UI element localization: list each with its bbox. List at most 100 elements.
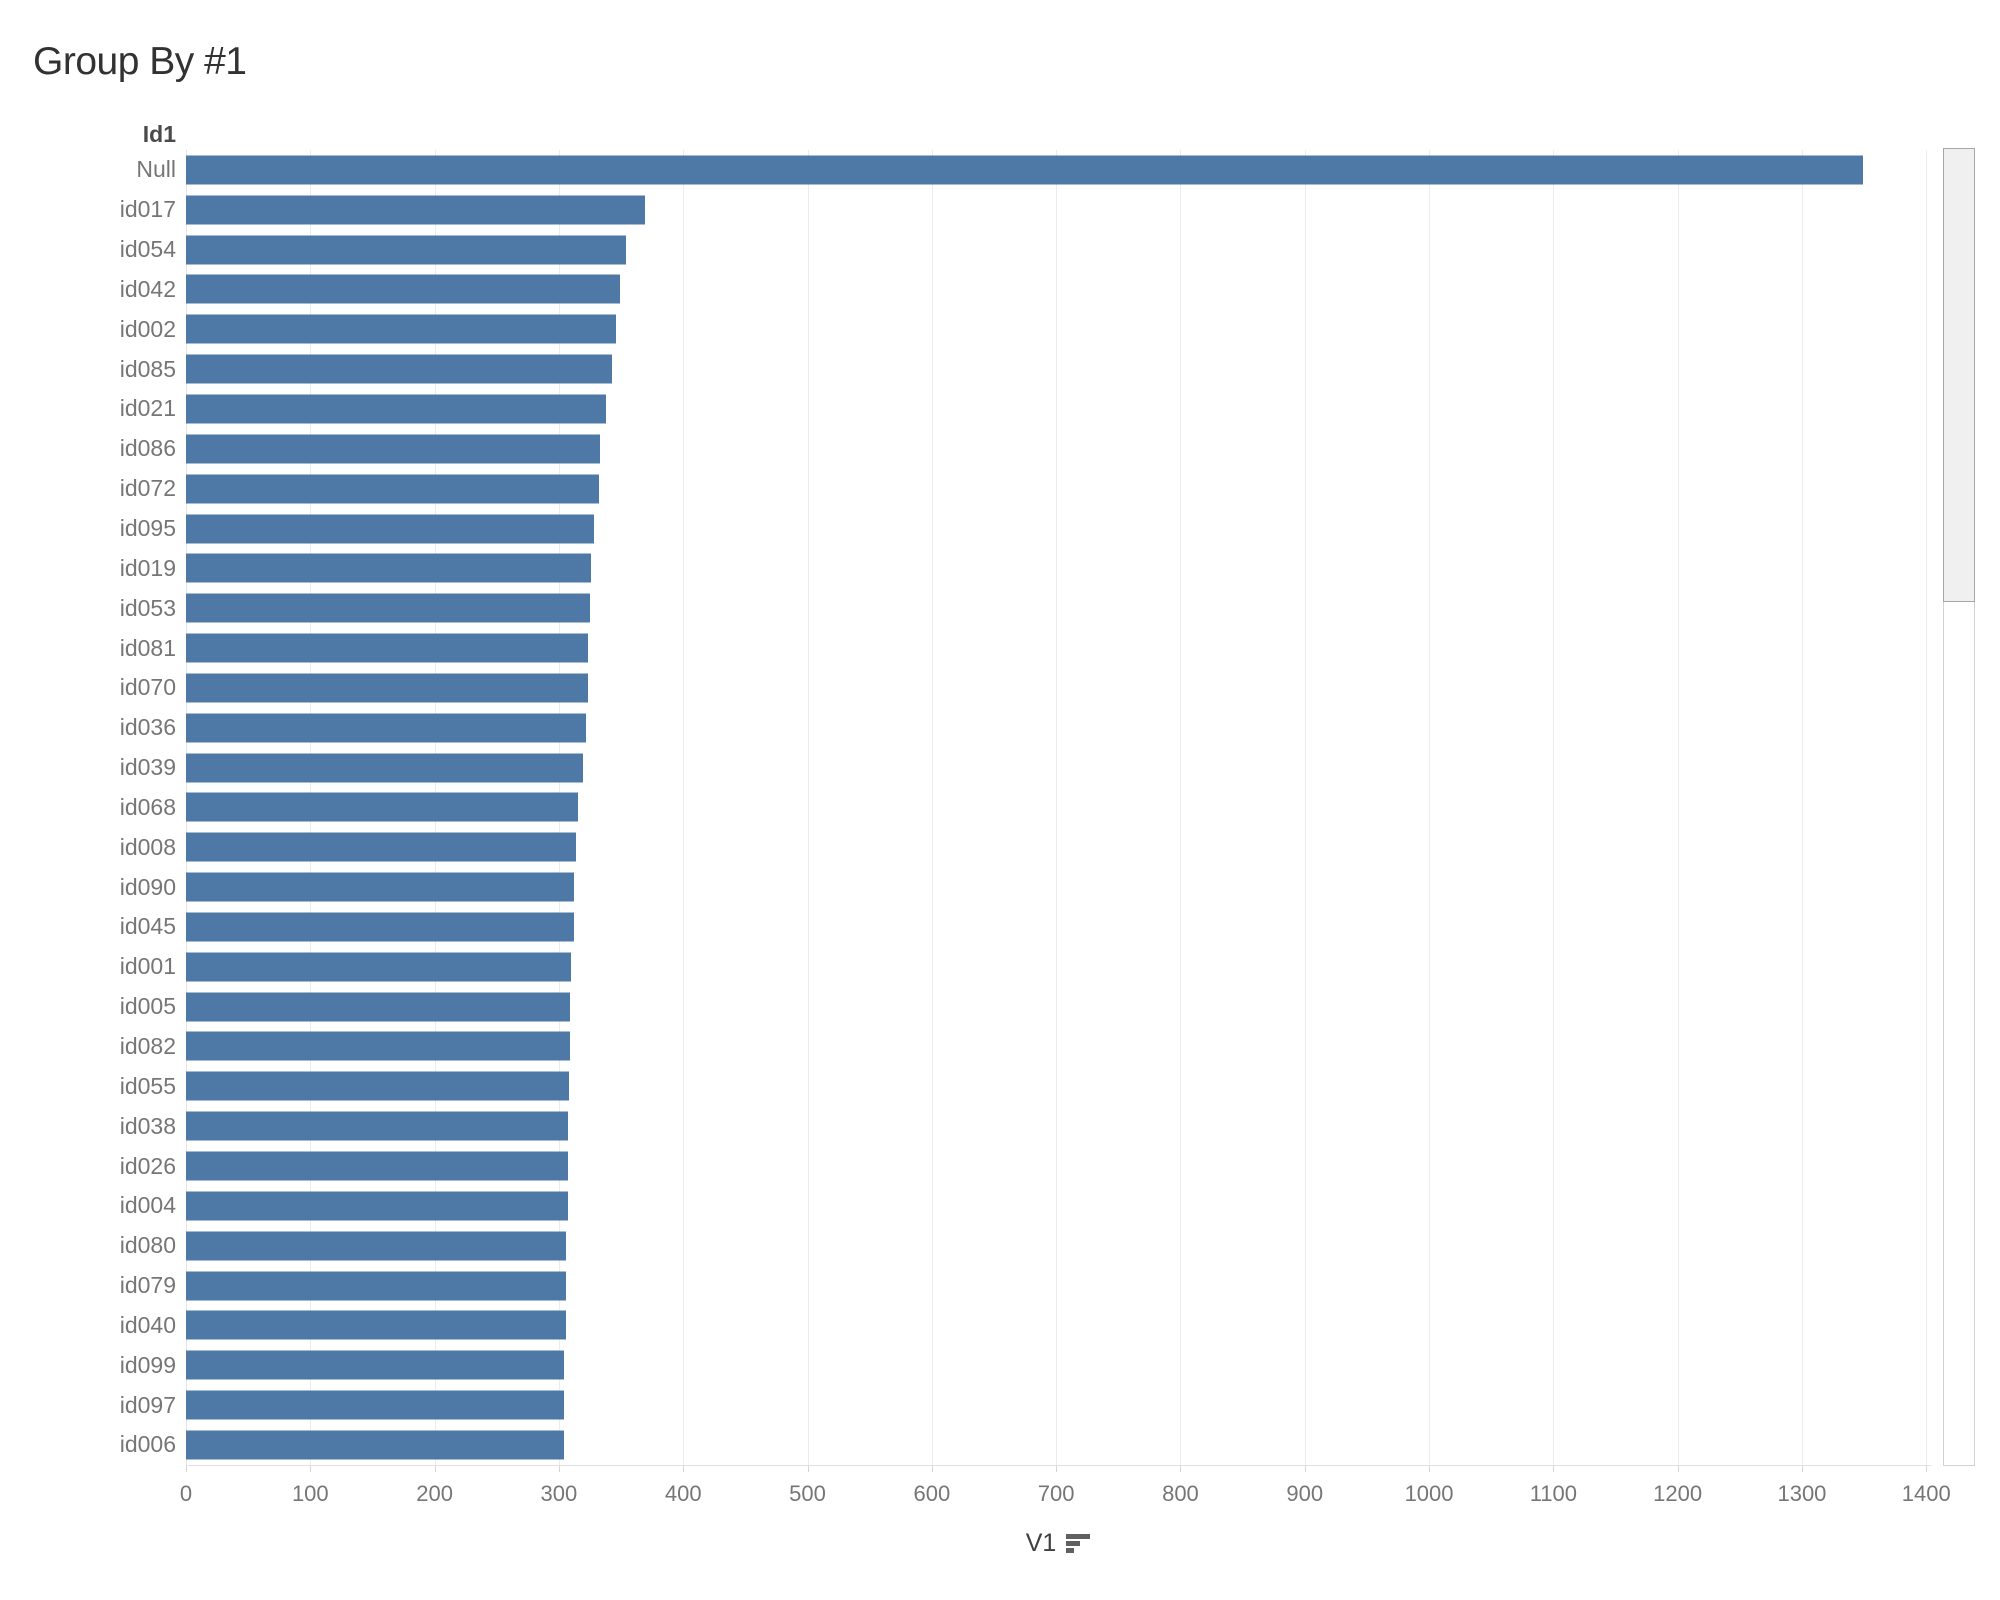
row-label[interactable]: id004 [119, 1192, 176, 1219]
row-label[interactable]: id055 [119, 1072, 176, 1099]
row-label[interactable]: id002 [119, 315, 176, 342]
x-axis-title-label: V1 [1025, 1528, 1057, 1557]
bar-row [186, 1066, 1930, 1106]
bar[interactable] [186, 354, 613, 384]
gridline [1801, 150, 1803, 1465]
row-label[interactable]: id080 [119, 1232, 176, 1259]
bar[interactable] [186, 155, 1863, 185]
row-label[interactable]: id095 [119, 515, 176, 542]
row-label[interactable]: id019 [119, 554, 176, 581]
vertical-scrollbar-thumb[interactable] [1943, 148, 1975, 602]
bar[interactable] [186, 633, 588, 663]
bar[interactable] [186, 514, 594, 544]
x-axis-tick-label: 200 [416, 1481, 453, 1506]
gridline [1056, 150, 1058, 1465]
bar[interactable] [186, 235, 627, 265]
bar-row [186, 1027, 1930, 1067]
bar-row [186, 708, 1930, 748]
x-axis-tick-label: 1300 [1777, 1481, 1827, 1506]
bar-row [186, 190, 1930, 230]
row-label[interactable]: id005 [119, 993, 176, 1020]
row-label[interactable]: id085 [119, 355, 176, 382]
row-label[interactable]: id006 [119, 1431, 176, 1458]
bar[interactable] [186, 992, 571, 1022]
row-label[interactable]: id036 [119, 714, 176, 741]
row-label[interactable]: id070 [119, 674, 176, 701]
bar[interactable] [186, 1191, 568, 1221]
sort-descending-icon[interactable] [1066, 1533, 1091, 1553]
bar[interactable] [186, 1111, 568, 1141]
bar[interactable] [186, 912, 574, 942]
row-label[interactable]: id042 [119, 275, 176, 302]
x-axis-tick [558, 1466, 560, 1472]
x-axis-tick [434, 1466, 436, 1472]
bar[interactable] [186, 314, 617, 344]
bar-row [186, 389, 1930, 429]
bar[interactable] [186, 1350, 564, 1380]
bar[interactable] [186, 753, 583, 783]
x-axis-tick-label: 1200 [1653, 1481, 1703, 1506]
x-axis-tick [807, 1466, 809, 1472]
row-label[interactable]: id099 [119, 1351, 176, 1378]
x-axis-tick [1926, 1466, 1928, 1472]
gridline [1677, 150, 1679, 1465]
row-label[interactable]: id001 [119, 953, 176, 980]
x-axis-tick-label: 100 [291, 1481, 329, 1506]
x-axis-tick-label: 500 [789, 1481, 826, 1506]
row-label[interactable]: id008 [119, 833, 176, 860]
bar[interactable] [186, 1031, 571, 1061]
row-label[interactable]: id026 [119, 1152, 176, 1179]
row-label[interactable]: id040 [119, 1311, 176, 1338]
bar-row [186, 1385, 1930, 1425]
row-label[interactable]: id079 [119, 1272, 176, 1299]
bar-row [186, 1305, 1930, 1345]
row-label[interactable]: id086 [119, 435, 176, 462]
x-axis-tick [1801, 1466, 1803, 1472]
row-label[interactable]: id021 [119, 395, 176, 422]
bar[interactable] [186, 1310, 567, 1340]
x-axis-tick [310, 1466, 312, 1472]
bar[interactable] [186, 553, 592, 583]
row-label[interactable]: id082 [119, 1032, 176, 1059]
row-label[interactable]: id053 [119, 594, 176, 621]
row-label[interactable]: id068 [119, 793, 176, 820]
bar-row [186, 788, 1930, 828]
bar[interactable] [186, 792, 578, 822]
gridline [807, 150, 809, 1465]
bar[interactable] [186, 1271, 567, 1301]
bar[interactable] [186, 952, 572, 982]
bar-row [186, 1226, 1930, 1266]
bar[interactable] [186, 673, 588, 703]
row-label[interactable]: id045 [119, 913, 176, 940]
bar[interactable] [186, 274, 620, 304]
bar[interactable] [186, 1071, 569, 1101]
bars-layer [186, 150, 1930, 1465]
bar[interactable] [186, 1390, 564, 1420]
bar[interactable] [186, 195, 645, 225]
bar[interactable] [186, 872, 574, 902]
category-axis-header[interactable]: Id1 [142, 120, 176, 147]
bar[interactable] [186, 832, 577, 862]
bar[interactable] [186, 1231, 567, 1261]
row-label[interactable]: id072 [119, 475, 176, 502]
bar[interactable] [186, 713, 587, 743]
bar[interactable] [186, 474, 599, 504]
bar[interactable] [186, 394, 607, 424]
row-label[interactable]: id039 [119, 754, 176, 781]
row-label[interactable]: id097 [119, 1391, 176, 1418]
row-label[interactable]: id081 [119, 634, 176, 661]
row-label[interactable]: id054 [119, 236, 176, 263]
bar[interactable] [186, 1151, 568, 1181]
bar-row [186, 1146, 1930, 1186]
bar-row [186, 349, 1930, 389]
x-axis-tick-label: 600 [913, 1481, 951, 1506]
bar[interactable] [186, 434, 600, 464]
bar-row [186, 628, 1930, 668]
row-label[interactable]: Null [136, 156, 176, 183]
bar[interactable] [186, 593, 590, 623]
row-label[interactable]: id038 [119, 1112, 176, 1139]
bar[interactable] [186, 1430, 564, 1460]
row-label[interactable]: id017 [119, 196, 176, 223]
row-label[interactable]: id090 [119, 873, 176, 900]
